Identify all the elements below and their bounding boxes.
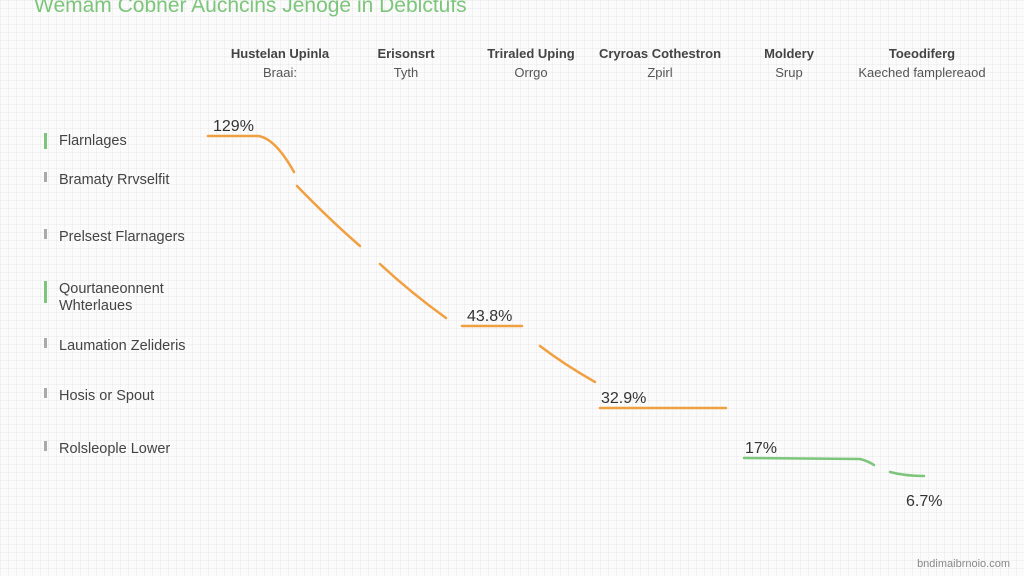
row-marker-icon xyxy=(44,281,47,303)
series-line-segment xyxy=(888,470,926,478)
row-marker-icon xyxy=(44,338,47,348)
data-label: 43.8% xyxy=(467,308,512,325)
column-header: Moldery Srup xyxy=(714,46,864,80)
column-header: Toeodiferg Kaeched famplereaod xyxy=(847,46,997,80)
column-header: Cryroas Cothestron Zpirl xyxy=(585,46,735,80)
row-label-text: Hosis or Spout xyxy=(59,388,155,404)
row-marker-icon xyxy=(44,388,47,398)
column-header-title: Cryroas Cothestron xyxy=(598,46,722,61)
column-header: Triraled Uping Orrgo xyxy=(456,46,606,80)
row-label: Rolsleople Lower xyxy=(44,441,239,458)
column-header-title: Triraled Uping xyxy=(487,46,575,61)
row-label: Bramaty Rrvselfit xyxy=(44,172,239,189)
column-header: Hustelan Upinla Braai: xyxy=(205,46,355,80)
data-label: 129% xyxy=(213,118,254,135)
row-label-text: Rolsleople Lower xyxy=(59,441,171,457)
chart-title: Wemam Cobner Auchcins Jenoge in Deblctuf… xyxy=(34,0,467,17)
row-label-text: Prelsest Flarnagers xyxy=(59,229,185,245)
row-label: Prelsest Flarnagers xyxy=(44,229,239,246)
column-header-title: Moldery xyxy=(764,46,814,61)
row-label-text: Bramaty Rrvselfit xyxy=(59,172,170,188)
column-header-title: Toeodiferg xyxy=(888,46,956,61)
series-line-segment xyxy=(538,344,597,384)
column-header-subtitle: Zpirl xyxy=(647,65,673,80)
data-label: 17% xyxy=(745,440,777,457)
column-header-subtitle: Srup xyxy=(775,65,803,80)
column-header-subtitle: Kaeched famplereaod xyxy=(858,65,986,80)
data-label: 32.9% xyxy=(601,390,646,407)
column-header-title: Erisonsrt xyxy=(377,46,435,61)
row-label: Flarnlages xyxy=(44,133,239,150)
row-label: Hosis or Spout xyxy=(44,388,239,405)
watermark: bndimaibrnoio.com xyxy=(917,558,1010,570)
series-line-segment xyxy=(378,262,448,320)
series-line-segment xyxy=(206,134,296,174)
row-label: Laumation Zelideris xyxy=(44,338,239,355)
row-marker-icon xyxy=(44,172,47,182)
row-label-text: Laumation Zelideris xyxy=(59,338,186,354)
column-header-title: Hustelan Upinla xyxy=(230,46,330,61)
series-line-segment xyxy=(295,184,362,248)
row-marker-icon xyxy=(44,441,47,451)
column-header-subtitle: Braai: xyxy=(263,65,297,80)
row-label-text: Qourtaneonnent Whterlaues xyxy=(59,281,164,314)
series-line-segment xyxy=(742,456,876,467)
column-header-subtitle: Orrgo xyxy=(514,65,548,80)
row-label: Qourtaneonnent Whterlaues xyxy=(44,281,189,315)
column-header: Erisonsrt Tyth xyxy=(331,46,481,80)
row-label-text: Flarnlages xyxy=(59,133,127,149)
row-marker-icon xyxy=(44,229,47,239)
data-label: 6.7% xyxy=(906,493,942,510)
row-marker-icon xyxy=(44,133,47,149)
column-header-subtitle: Tyth xyxy=(393,65,419,80)
